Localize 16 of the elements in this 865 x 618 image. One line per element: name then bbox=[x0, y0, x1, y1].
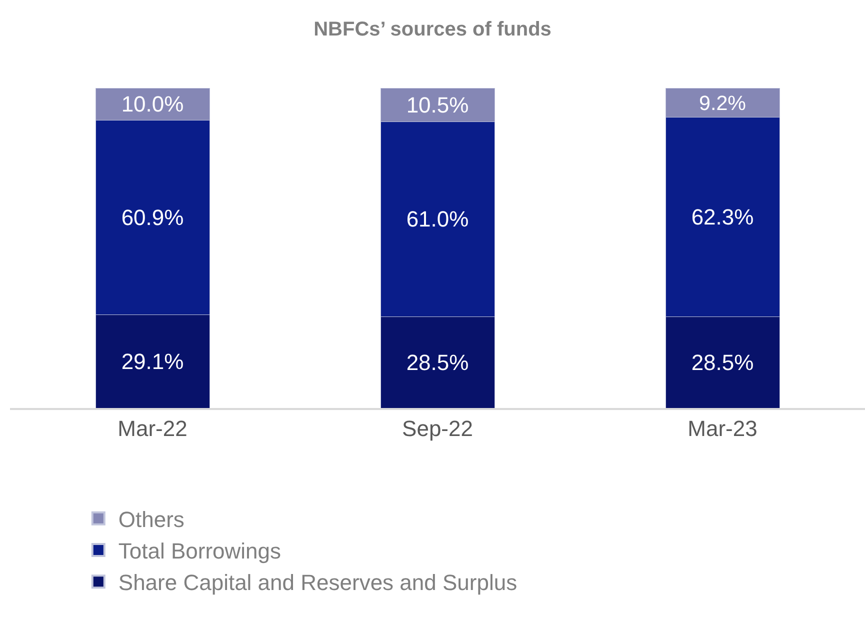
x-tick-label: Sep-22 bbox=[402, 416, 473, 442]
data-label: 61.0% bbox=[406, 206, 469, 232]
data-label: 62.3% bbox=[691, 204, 754, 230]
data-label: 10.0% bbox=[121, 92, 184, 116]
x-tick-label: Mar-22 bbox=[118, 416, 188, 442]
data-label: 28.5% bbox=[691, 350, 754, 375]
data-label: 10.5% bbox=[406, 92, 469, 118]
chart-title: NBFCs’ sources of funds bbox=[314, 18, 552, 41]
x-tick-label: Mar-23 bbox=[688, 416, 758, 442]
legend-label: Share Capital and Reserves and Surplus bbox=[118, 570, 518, 596]
data-label: 60.9% bbox=[121, 204, 184, 230]
data-label: 9.2% bbox=[699, 92, 746, 115]
data-label: 28.5% bbox=[406, 350, 469, 375]
legend-label: Total Borrowings bbox=[118, 538, 282, 564]
data-label: 29.1% bbox=[121, 348, 184, 374]
legend-label: Others bbox=[118, 506, 184, 532]
